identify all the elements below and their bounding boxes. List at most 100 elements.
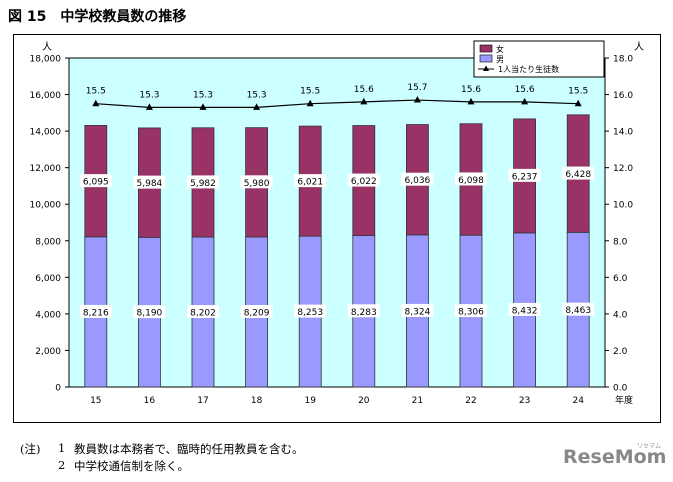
data-label-male: 8,432 bbox=[512, 306, 538, 316]
legend-marker-ratio bbox=[483, 65, 489, 71]
y-tick-label: 6,000 bbox=[35, 274, 61, 284]
data-label-female: 6,036 bbox=[405, 176, 431, 186]
chart-frame: 0 2,000 4,000 6,000 8,000 10,000 12,000 14,000 1… bbox=[13, 34, 661, 423]
data-label-female: 6,098 bbox=[458, 176, 484, 186]
line-ratio-marker bbox=[413, 96, 421, 103]
line-ratio-label: 15.5 bbox=[300, 87, 320, 97]
line-ratio-marker bbox=[574, 99, 582, 107]
data-label-bg bbox=[294, 304, 327, 318]
y2-tick-label: 0.0 bbox=[613, 384, 628, 394]
line-ratio-label: 15.5 bbox=[568, 87, 588, 97]
x-tick-label: 15 bbox=[90, 396, 101, 406]
data-label-male: 8,209 bbox=[244, 308, 270, 318]
watermark-logo: ReseMom bbox=[563, 446, 667, 468]
line-ratio-label: 15.3 bbox=[193, 90, 213, 100]
watermark-logo-sub: リセマム bbox=[637, 443, 662, 450]
data-label-bg bbox=[133, 175, 166, 189]
data-label-female: 5,984 bbox=[137, 179, 163, 189]
y-axis-label: 人 bbox=[42, 41, 52, 53]
note-prefix: (注) bbox=[20, 442, 41, 456]
data-label-bg bbox=[562, 302, 595, 316]
data-label-bg bbox=[133, 305, 166, 319]
y2-tick-label: 14.0 bbox=[613, 128, 633, 138]
x-tick-label: 24 bbox=[572, 396, 584, 406]
line-ratio-label: 15.3 bbox=[247, 90, 267, 100]
y2-tick-label: 8.0 bbox=[613, 237, 628, 247]
y2-tick-label: 10.0 bbox=[613, 201, 633, 211]
line-ratio-marker bbox=[145, 103, 153, 110]
note-1-text: 教員数は本務者で、臨時的任用教員を含む。 bbox=[74, 442, 304, 456]
data-label-bg bbox=[455, 172, 487, 186]
line-ratio-marker bbox=[199, 103, 207, 110]
legend-swatch-female bbox=[479, 44, 493, 53]
data-label-female: 5,982 bbox=[190, 179, 216, 189]
line-ratio-marker bbox=[306, 99, 314, 107]
legend-label-ratio: 1人当たり生徒数 bbox=[498, 64, 559, 74]
data-label-bg bbox=[347, 304, 380, 318]
line-ratio-label: 15.6 bbox=[354, 85, 374, 95]
y2-tick-label: 12.0 bbox=[613, 164, 633, 174]
data-label-male: 8,324 bbox=[405, 307, 431, 317]
y-tick-label: 4,000 bbox=[35, 310, 61, 320]
y-tick-label: 8,000 bbox=[35, 237, 61, 247]
data-label-bg bbox=[240, 175, 273, 189]
x-tick-label: 23 bbox=[519, 396, 530, 406]
line-ratio-marker bbox=[253, 103, 261, 110]
line-ratio bbox=[95, 99, 579, 108]
data-label-bg bbox=[401, 172, 434, 186]
data-label-bg bbox=[187, 305, 219, 319]
y-tick-label: 18,000 bbox=[30, 55, 62, 65]
y-tick-label: 12,000 bbox=[30, 164, 62, 174]
line-ratio-marker bbox=[92, 99, 100, 107]
data-label-female: 6,428 bbox=[565, 170, 591, 180]
data-label-bg bbox=[508, 302, 541, 316]
y-tick-label: 0 bbox=[55, 384, 61, 394]
data-label-female: 6,237 bbox=[512, 172, 538, 182]
line-ratio-marker bbox=[467, 97, 475, 105]
note-2-text: 中学校通信制を除く。 bbox=[74, 459, 189, 473]
y-tick-label: 14,000 bbox=[30, 128, 62, 138]
y-tick-label: 16,000 bbox=[30, 91, 62, 101]
data-label-male: 8,202 bbox=[190, 309, 216, 319]
data-label-male: 8,216 bbox=[83, 308, 109, 318]
line-ratio-label: 15.6 bbox=[461, 85, 481, 95]
x-tick-label: 20 bbox=[358, 396, 370, 406]
data-label-bg bbox=[240, 304, 273, 318]
x-tick-label: 16 bbox=[144, 396, 156, 406]
data-label-male: 8,463 bbox=[565, 306, 591, 316]
x-tick-label: 21 bbox=[412, 396, 423, 406]
data-label-female: 6,021 bbox=[297, 178, 323, 188]
legend-label-male: 男 bbox=[496, 55, 504, 64]
y2-tick-label: 18.0 bbox=[613, 55, 633, 65]
figure-title: 図 15 中学校教員数の推移 bbox=[8, 9, 187, 25]
x-tick-label: 18 bbox=[251, 396, 263, 406]
line-ratio-marker bbox=[360, 97, 368, 105]
y2-tick-label: 6.0 bbox=[613, 274, 628, 284]
y2-tick-label: 16.0 bbox=[613, 91, 633, 101]
legend-swatch-male bbox=[479, 54, 493, 63]
y2-axis-label: 人 bbox=[634, 41, 644, 53]
data-label-bg bbox=[347, 173, 380, 187]
line-ratio-label: 15.7 bbox=[407, 83, 427, 93]
y-tick-label: 2,000 bbox=[35, 347, 61, 357]
y2-tick-label: 4.0 bbox=[613, 310, 628, 320]
legend-label-female: 女 bbox=[496, 44, 504, 54]
data-label-bg bbox=[401, 303, 434, 317]
data-label-male: 8,306 bbox=[458, 308, 484, 318]
data-label-bg bbox=[187, 175, 219, 189]
line-ratio-marker bbox=[521, 97, 529, 105]
y-tick-label: 10,000 bbox=[30, 201, 62, 211]
data-label-male: 8,283 bbox=[351, 308, 377, 318]
stacked-bar-line-chart: 0 2,000 4,000 6,000 8,000 10,000 12,000 14,000 1… bbox=[30, 40, 644, 406]
x-tick-label: 19 bbox=[304, 396, 316, 406]
data-label-bg bbox=[562, 166, 595, 180]
data-label-female: 6,095 bbox=[83, 178, 109, 188]
x-tick-label: 22 bbox=[465, 396, 476, 406]
legend-box bbox=[473, 40, 605, 78]
data-label-bg bbox=[294, 174, 327, 188]
note-2-number: 2 bbox=[58, 458, 66, 472]
note-1-number: 1 bbox=[58, 441, 66, 455]
data-label-male: 8,190 bbox=[137, 309, 163, 319]
data-label-female: 5,980 bbox=[244, 179, 270, 189]
x-axis-label: 年度 bbox=[615, 394, 633, 406]
